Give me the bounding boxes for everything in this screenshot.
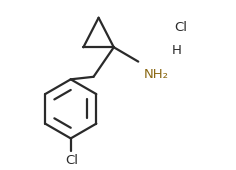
Text: H: H bbox=[171, 44, 181, 57]
Text: NH₂: NH₂ bbox=[144, 68, 169, 81]
Text: Cl: Cl bbox=[65, 154, 78, 167]
Text: Cl: Cl bbox=[174, 21, 187, 33]
